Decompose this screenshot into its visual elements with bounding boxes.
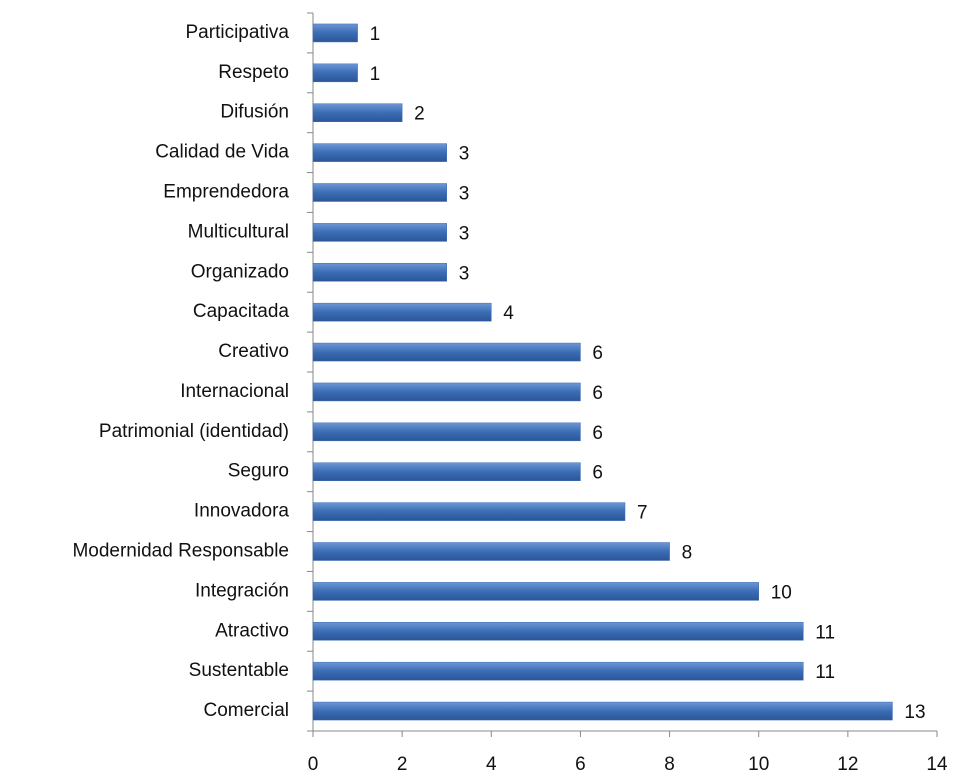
y-tick-label: Difusión <box>220 102 289 123</box>
data-label: 10 <box>771 582 792 603</box>
data-label: 6 <box>592 463 603 484</box>
bar <box>312 23 358 43</box>
y-tick-label: Calidad de Vida <box>155 142 289 163</box>
data-label: 2 <box>414 104 425 125</box>
bar <box>312 542 670 561</box>
x-tick-label: 6 <box>575 754 586 775</box>
bar <box>312 582 759 601</box>
bar <box>312 302 492 322</box>
bar <box>312 342 581 362</box>
data-label: 6 <box>592 343 603 364</box>
bar <box>312 422 581 442</box>
bar <box>312 103 403 122</box>
data-label: 13 <box>904 702 925 723</box>
data-label: 3 <box>459 263 470 284</box>
bar <box>312 661 804 681</box>
x-tick-label: 10 <box>748 754 769 775</box>
y-tick-label: Multicultural <box>188 221 289 242</box>
y-tick-label: Capacitada <box>193 301 290 322</box>
y-tick-label: Comercial <box>203 700 289 721</box>
bar <box>312 183 447 202</box>
y-tick-label: Sustentable <box>189 660 289 681</box>
y-tick-label: Modernidad Responsable <box>72 541 289 562</box>
y-tick-label: Patrimonial (identidad) <box>99 421 289 442</box>
bar <box>312 223 447 242</box>
y-tick-label: Internacional <box>180 381 289 402</box>
data-label: 1 <box>370 24 381 45</box>
data-label: 7 <box>637 503 648 524</box>
data-label: 3 <box>459 223 470 244</box>
data-label: 8 <box>682 543 693 564</box>
x-tick-label: 2 <box>397 754 408 775</box>
x-tick-label: 12 <box>837 754 858 775</box>
y-tick-label: Seguro <box>228 461 289 482</box>
y-tick-label: Emprendedora <box>163 182 289 203</box>
bar <box>312 143 447 162</box>
y-tick-label: Organizado <box>191 261 289 282</box>
x-tick-label: 4 <box>486 754 497 775</box>
y-tick-label: Respeto <box>218 62 289 83</box>
data-label: 3 <box>459 144 470 165</box>
x-tick-label: 14 <box>926 754 948 775</box>
x-tick-label: 0 <box>308 754 319 775</box>
data-label: 3 <box>459 184 470 205</box>
bar <box>312 701 893 721</box>
data-label: 11 <box>815 622 835 643</box>
data-label: 1 <box>370 64 381 85</box>
y-tick-label: Creativo <box>218 341 289 362</box>
data-label: 6 <box>592 383 603 404</box>
bar <box>312 263 447 282</box>
y-tick-label: Integración <box>195 580 289 601</box>
data-label: 6 <box>592 423 603 444</box>
bar <box>312 462 581 481</box>
data-label: 11 <box>815 662 835 683</box>
bar <box>312 382 581 402</box>
bar <box>312 502 626 521</box>
x-tick-label: 8 <box>664 754 675 775</box>
y-tick-label: Participativa <box>186 22 290 43</box>
bar <box>312 622 804 641</box>
bar <box>312 63 358 83</box>
y-tick-label: Atractivo <box>215 620 289 641</box>
data-label: 4 <box>503 303 514 324</box>
y-tick-label: Innovadora <box>194 501 290 522</box>
